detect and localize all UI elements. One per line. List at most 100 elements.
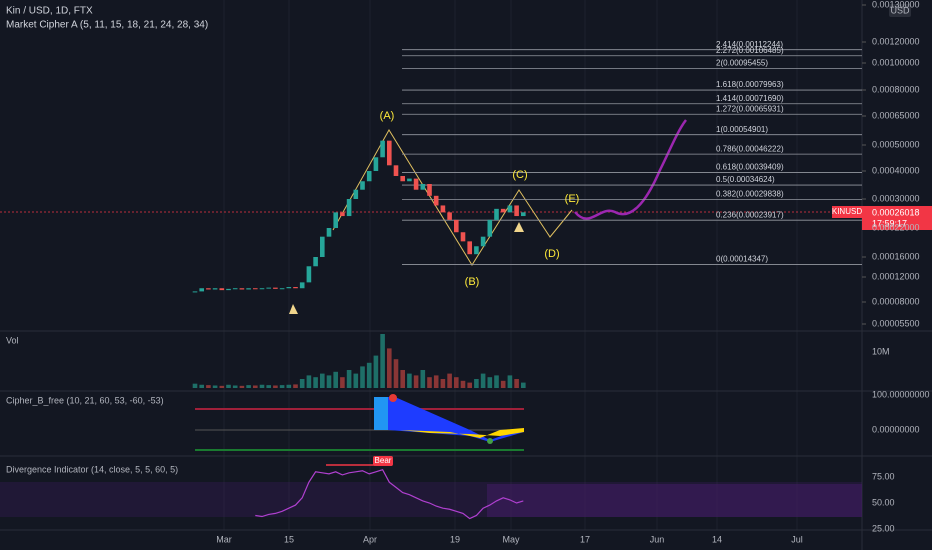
candle [413, 178, 419, 190]
candle [360, 181, 365, 190]
volume-bar [199, 384, 204, 388]
candle [373, 157, 379, 171]
candle [427, 183, 432, 196]
fib-label: 0.236(0.00023917) [716, 210, 784, 219]
candle [212, 288, 218, 290]
fib-label: 2(0.00095455) [716, 59, 768, 68]
volume-bar [480, 373, 486, 388]
volume-bar [380, 334, 385, 388]
candle [393, 165, 399, 176]
volume-bar [266, 385, 271, 388]
volume-bar [474, 379, 479, 388]
price-tick-label: 0.00130000 [872, 0, 920, 9]
candle [400, 175, 405, 182]
fib-label: 2.272(0.00106485) [716, 46, 784, 55]
countdown: 17:59:17 [872, 218, 907, 228]
currency-badge[interactable] [889, 4, 911, 17]
cipher-wave [388, 397, 524, 442]
volume-bar [427, 377, 432, 388]
candle [433, 195, 439, 206]
x-tick-label: 17 [580, 534, 590, 544]
volume-bar [494, 375, 499, 388]
volume-bar [440, 379, 446, 388]
candle [474, 246, 479, 255]
divergence-band [0, 482, 862, 517]
fib-label: 0(0.00014347) [716, 255, 768, 264]
volume-bar [219, 385, 225, 388]
div-tick-label: 25.00 [872, 523, 895, 533]
indicator-title: Market Cipher A (5, 11, 15, 18, 21, 24, … [6, 20, 208, 31]
x-tick-label: 15 [284, 534, 294, 544]
overbought-band [487, 484, 862, 517]
candle [346, 199, 352, 217]
candle [507, 205, 513, 213]
volume-bar [447, 373, 452, 388]
last-price-tag [862, 206, 932, 230]
candle [293, 287, 298, 289]
candle [521, 212, 526, 217]
x-tick-label: 19 [450, 534, 460, 544]
candle [259, 288, 265, 290]
volume-bar [413, 375, 419, 388]
candle [460, 232, 466, 242]
price-tick-label: 0.00005500 [872, 318, 920, 328]
candle [253, 288, 258, 290]
candle [219, 288, 225, 291]
vol-title: Vol [6, 335, 19, 345]
buy-triangle [514, 222, 524, 232]
volume-bar [246, 385, 251, 388]
price-tick-label: 0.00012000 [872, 271, 920, 281]
candle [313, 257, 318, 267]
candle [232, 288, 238, 290]
candle [407, 178, 412, 182]
cipher-bar [374, 397, 388, 430]
fib-label: 1.618(0.00079963) [716, 80, 784, 89]
volume-bar [320, 373, 325, 388]
volume-bar [313, 377, 318, 388]
price-tick-label: 0.00080000 [872, 84, 920, 94]
volume-bar [467, 382, 472, 388]
ticker-label: KINUSD [832, 207, 862, 216]
volume-bar [507, 375, 513, 388]
volume-bar [286, 384, 292, 388]
volume-bar [226, 384, 231, 388]
candle [246, 288, 251, 290]
wave-label: (A) [380, 110, 395, 122]
fib-label: 0.618(0.00039409) [716, 163, 784, 172]
candle [353, 189, 359, 199]
volume-bar [400, 370, 405, 388]
candle [333, 212, 338, 228]
volume-bar [521, 382, 526, 388]
volume-bar [333, 371, 338, 388]
wave-label: (D) [544, 248, 559, 260]
wave-zigzag [332, 129, 573, 266]
wave-label: (C) [512, 169, 527, 181]
volume-bar [454, 377, 459, 388]
price-tick-label: 0.00050000 [872, 139, 920, 149]
x-tick-label: 14 [712, 534, 722, 544]
grid [223, 0, 798, 530]
candle [420, 183, 426, 190]
price-tick-label: 0.00100000 [872, 57, 920, 67]
div-tick-label: 50.00 [872, 497, 895, 507]
price-tick-label: 0.00120000 [872, 36, 920, 46]
cipher-tick-label: 100.00000000 [872, 389, 930, 399]
volume-bar [373, 355, 379, 388]
volume-bar [212, 385, 218, 388]
volume-bar [460, 380, 466, 388]
x-tick-label: May [502, 534, 520, 544]
volume-bar [293, 384, 298, 388]
candle [199, 288, 204, 292]
projection-curve [574, 119, 687, 220]
fib-label: 0.382(0.00029838) [716, 190, 784, 199]
candle [239, 288, 245, 290]
fib-label: 1.272(0.00065931) [716, 104, 784, 113]
volume-bar [353, 373, 359, 388]
divergence-line [255, 469, 524, 520]
candle [299, 282, 305, 289]
candle [514, 205, 519, 217]
symbol-title: Kin / USD, 1D, FTX [6, 6, 93, 17]
currency-label[interactable]: USD [890, 5, 910, 15]
